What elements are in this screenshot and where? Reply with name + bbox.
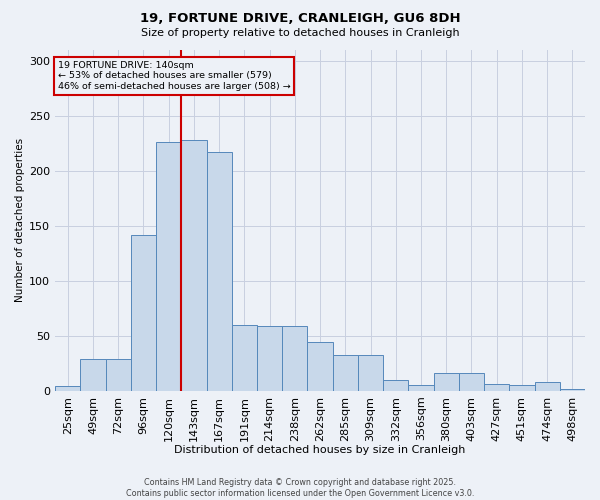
Bar: [131, 234, 156, 391]
Bar: [80, 359, 106, 391]
Bar: [434, 374, 459, 391]
Text: 19 FORTUNE DRIVE: 140sqm
← 53% of detached houses are smaller (579)
46% of semi-: 19 FORTUNE DRIVE: 140sqm ← 53% of detach…: [58, 61, 290, 91]
Bar: [232, 325, 257, 391]
Bar: [459, 374, 484, 391]
X-axis label: Distribution of detached houses by size in Cranleigh: Distribution of detached houses by size …: [175, 445, 466, 455]
Text: Size of property relative to detached houses in Cranleigh: Size of property relative to detached ho…: [140, 28, 460, 38]
Bar: [181, 140, 206, 391]
Bar: [358, 354, 383, 391]
Bar: [307, 342, 332, 391]
Bar: [484, 384, 509, 391]
Text: 19, FORTUNE DRIVE, CRANLEIGH, GU6 8DH: 19, FORTUNE DRIVE, CRANLEIGH, GU6 8DH: [140, 12, 460, 26]
Bar: [206, 152, 232, 391]
Bar: [257, 326, 282, 391]
Bar: [509, 386, 535, 391]
Y-axis label: Number of detached properties: Number of detached properties: [15, 138, 25, 302]
Bar: [409, 386, 434, 391]
Bar: [55, 386, 80, 391]
Bar: [106, 359, 131, 391]
Bar: [535, 382, 560, 391]
Bar: [282, 326, 307, 391]
Bar: [383, 380, 409, 391]
Bar: [156, 142, 181, 391]
Text: Contains HM Land Registry data © Crown copyright and database right 2025.
Contai: Contains HM Land Registry data © Crown c…: [126, 478, 474, 498]
Bar: [560, 388, 585, 391]
Bar: [332, 354, 358, 391]
